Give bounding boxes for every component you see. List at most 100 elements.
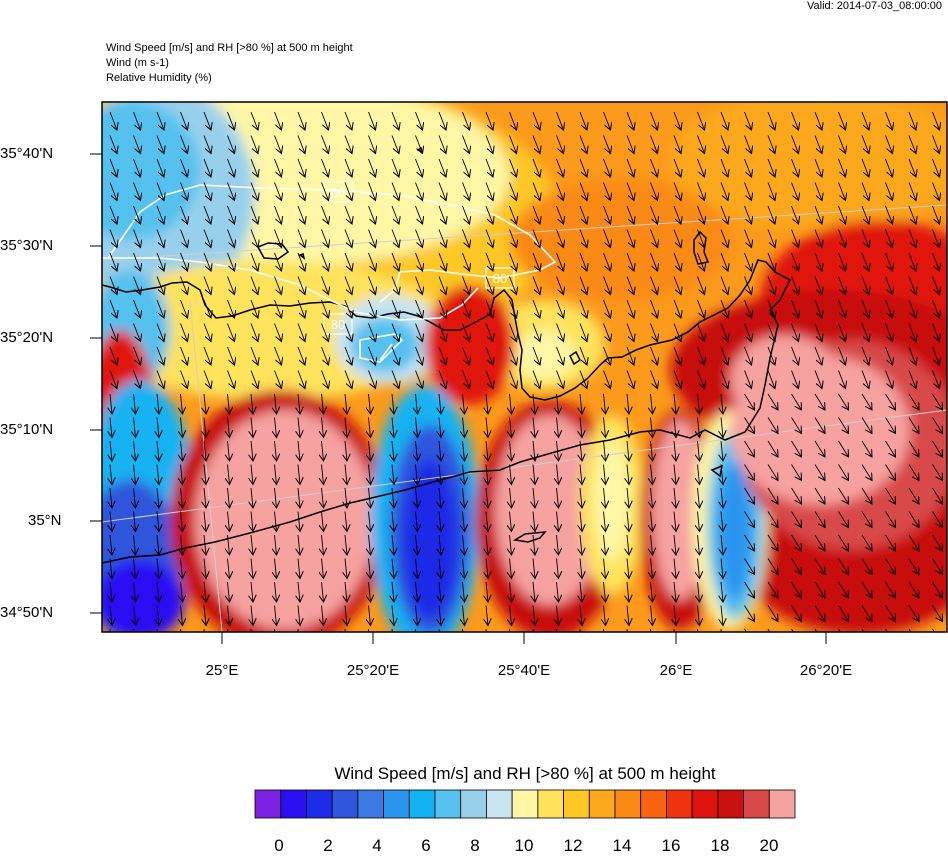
wind-arrow <box>416 605 418 626</box>
wind-arrow <box>156 370 164 389</box>
wind-arrow <box>485 323 493 342</box>
wind-arrow <box>486 393 488 414</box>
wind-arrow <box>509 276 517 295</box>
wind-arrow <box>485 346 493 365</box>
wind-arrow <box>604 393 606 414</box>
wind-arrow <box>486 605 488 626</box>
colorbar-title: Wind Speed [m/s] and RH [>80 %] at 500 m… <box>334 764 716 783</box>
wind-arrow <box>885 205 893 224</box>
wind-arrow <box>415 276 423 295</box>
wind-arrow <box>861 370 869 389</box>
wind-arrow <box>698 605 700 626</box>
wind-arrow <box>133 229 141 248</box>
colorbar-swatch <box>331 789 359 819</box>
wind-arrow <box>274 205 282 224</box>
wind-arrow <box>275 393 277 414</box>
wind-arrow <box>932 299 940 318</box>
wind-arrow <box>203 252 211 271</box>
wind-arrow <box>462 158 470 177</box>
wind-arrow <box>509 252 517 271</box>
wind-arrow <box>744 393 755 410</box>
wind-arrow <box>932 487 943 504</box>
wind-arrow <box>767 299 775 318</box>
wind-arrow <box>438 299 446 318</box>
wind-arrow <box>368 346 376 365</box>
wind-arrow <box>134 605 136 626</box>
wind-arrow <box>698 511 700 532</box>
wind-arrow <box>814 558 825 575</box>
wind-arrow <box>157 605 159 626</box>
wind-arrow <box>228 393 230 414</box>
wind-arrow <box>557 581 559 602</box>
wind-arrow <box>861 276 869 295</box>
wind-arrow <box>345 440 347 461</box>
wind-arrow <box>392 440 394 461</box>
wind-arrow <box>391 299 399 318</box>
wind-arrow <box>438 229 446 248</box>
wind-arrow <box>204 534 206 555</box>
wind-arrow <box>604 487 606 508</box>
lon-label: 25°40'E <box>497 662 551 679</box>
wind-arrow <box>697 323 705 342</box>
svg-text:80: 80 <box>331 185 345 200</box>
colorbar-label: 20 <box>759 836 779 855</box>
wind-arrow <box>133 346 141 365</box>
wind-arrow <box>674 487 676 508</box>
lat-label: 35°10'N <box>0 421 54 438</box>
wind-arrow <box>720 299 728 318</box>
wind-arrow <box>791 182 799 201</box>
wind-arrow <box>767 581 778 598</box>
wind-arrow <box>485 111 493 130</box>
wind-arrow <box>250 135 258 154</box>
wind-arrow <box>298 417 300 438</box>
speed-contour-patch <box>510 180 730 300</box>
wind-arrow <box>415 323 423 342</box>
wind-arrow <box>580 464 582 485</box>
wind-arrow <box>321 323 329 342</box>
wind-arrow <box>579 205 587 224</box>
wind-arrow <box>580 558 582 579</box>
wind-arrow <box>109 323 117 342</box>
wind-arrow <box>251 393 253 414</box>
wind-arrow <box>203 205 211 224</box>
wind-arrow <box>604 511 606 532</box>
wind-arrow <box>368 158 376 177</box>
speed-contour-patch <box>402 460 458 620</box>
wind-arrow <box>861 158 869 177</box>
wind-arrow <box>438 252 446 271</box>
wind-arrow <box>134 393 136 414</box>
wind-arrow <box>204 581 206 602</box>
wind-arrow <box>250 370 258 389</box>
colorbar-label: 4 <box>372 836 382 855</box>
wind-arrow <box>556 252 564 271</box>
svg-text:80: 80 <box>331 317 345 332</box>
wind-arrow <box>697 135 705 154</box>
speed-contour-patch <box>730 335 840 425</box>
wind-arrow <box>579 346 587 365</box>
wind-arrow <box>908 111 916 130</box>
wind-arrow <box>227 299 235 318</box>
wind-arrow <box>814 135 822 154</box>
wind-arrow <box>885 229 893 248</box>
wind-arrow <box>885 581 896 598</box>
wind-arrow <box>767 182 775 201</box>
wind-arrow <box>439 464 441 485</box>
wind-arrow <box>133 205 141 224</box>
wind-arrow <box>744 182 752 201</box>
wind-arrow <box>510 581 512 602</box>
wind-arrow <box>744 346 752 365</box>
wind-arrow <box>533 440 535 461</box>
wind-arrow <box>368 276 376 295</box>
wind-arrow <box>814 417 825 434</box>
wind-arrow <box>861 135 869 154</box>
wind-arrow <box>556 135 564 154</box>
wind-arrow <box>532 229 540 248</box>
wind-arrow <box>227 111 235 130</box>
wind-arrow <box>251 511 253 532</box>
wind-arrow <box>721 393 723 414</box>
colorbar-swatch <box>640 789 667 819</box>
wind-arrow <box>369 487 371 508</box>
wind-arrow <box>744 581 755 598</box>
wind-arrow <box>204 558 206 579</box>
wind-arrow <box>156 135 164 154</box>
